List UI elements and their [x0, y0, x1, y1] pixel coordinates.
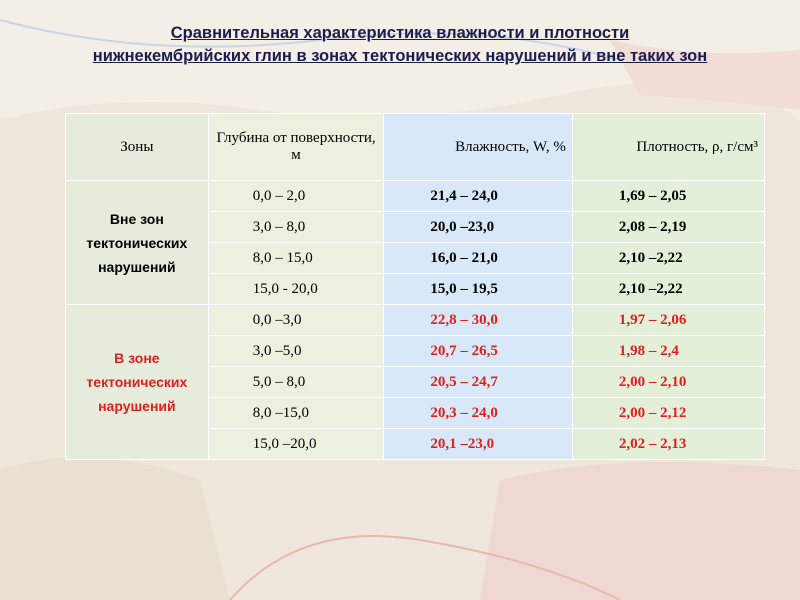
data-table: Зоны Глубина от поверхности, м Влажность, …	[65, 113, 766, 460]
table-row: 8,0 – 15,0 16,0 – 21,0 2,10 –2,22	[66, 242, 766, 274]
cell: 15,0 - 20,0	[207, 273, 385, 305]
header-cell: Зоны	[65, 113, 209, 181]
header-cell: Плотность, ρ, г/см³	[571, 113, 766, 181]
map-region	[610, 40, 800, 110]
title-line: нижнекембрийских глин в зонах тектоничес…	[92, 47, 708, 65]
cell: 2,10 –2,22	[571, 273, 766, 305]
cell: 0,0 –3,0	[207, 304, 385, 336]
header-cell: Влажность, W, %	[383, 113, 573, 181]
cell: 20,5 – 24,7	[383, 366, 573, 398]
table-row: 15,0 - 20,0 15,0 – 19,5 2,10 –2,22	[66, 273, 766, 305]
table-row: В зоне тектонических нарушений 0,0 –3,0 22…	[65, 304, 766, 460]
cell: 21,4 – 24,0	[383, 180, 573, 212]
cell: 20,3 – 24,0	[383, 397, 573, 429]
cell: 20,7 – 26,5	[383, 335, 573, 367]
cell: 1,69 – 2,05	[571, 180, 766, 212]
cell: 2,02 – 2,13	[571, 428, 766, 460]
zone-cell: В зоне тектонических нарушений	[65, 304, 209, 460]
header-cell: Глубина от поверхности, м	[207, 113, 385, 181]
cell: 22,8 – 30,0	[383, 304, 573, 336]
cell: 15,0 –20,0	[207, 428, 385, 460]
cell: 20,1 –23,0	[383, 428, 573, 460]
cell: 1,97 – 2,06	[571, 304, 766, 336]
table-row: 5,0 – 8,0 20,5 – 24,7 2,00 – 2,10	[66, 366, 766, 398]
cell: 20,0 –23,0	[383, 211, 573, 243]
cell: 2,10 –2,22	[571, 242, 766, 274]
cell: 1,98 – 2,4	[571, 335, 766, 367]
cell: 8,0 –15,0	[207, 397, 385, 429]
map-region	[480, 462, 800, 600]
cell: 2,00 – 2,12	[571, 397, 766, 429]
cell: 2,00 – 2,10	[571, 366, 766, 398]
map-line	[229, 535, 621, 600]
cell: 0,0 – 2,0	[207, 180, 385, 212]
cell: 3,0 –5,0	[207, 335, 385, 367]
header-row: Зоны Глубина от поверхности, м Влажность, …	[65, 113, 766, 181]
title-line: Сравнительная характеристика влажности и…	[170, 24, 630, 42]
cell: 15,0 – 19,5	[383, 273, 573, 305]
table-row: Вне зон тектонических нарушений 0,0 – 2,0…	[65, 180, 766, 305]
cell: 5,0 – 8,0	[207, 366, 385, 398]
cell: 2,08 – 2,19	[571, 211, 766, 243]
cell: 3,0 – 8,0	[207, 211, 385, 243]
map-line	[0, 19, 621, 61]
table-row: 3,0 –5,0 20,7 – 26,5 1,98 – 2,4	[66, 335, 766, 367]
title: Сравнительная характеристика влажности и…	[0, 22, 800, 68]
map-region	[0, 457, 230, 600]
table-row: 15,0 –20,0 20,1 –23,0 2,02 – 2,13	[66, 428, 766, 460]
cell: 8,0 – 15,0	[207, 242, 385, 274]
table-row: 8,0 –15,0 20,3 – 24,0 2,00 – 2,12	[66, 397, 766, 429]
cell: 16,0 – 21,0	[383, 242, 573, 274]
zone-cell: Вне зон тектонических нарушений	[65, 180, 209, 305]
